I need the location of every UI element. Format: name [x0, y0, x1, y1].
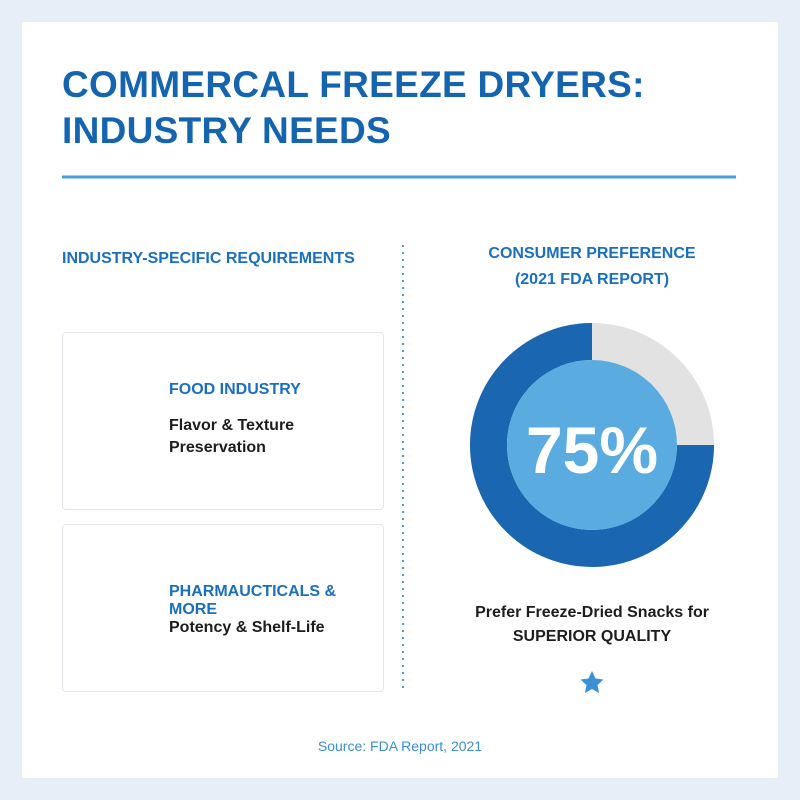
section-heading: INDUSTRY-SPECIFIC REQUIREMENTS [62, 250, 355, 267]
source: Source: FDA Report, 2021 [317, 738, 483, 754]
card-text: Flavor & Texture Preservation [169, 417, 295, 456]
annotation: Prefer Freeze-Dried Snacks for [475, 604, 709, 621]
chart-title: CONSUMER PREFERENCE [488, 245, 696, 262]
requirement-card: FOOD INDUSTRY Flavor & Texture Preservat… [62, 332, 384, 510]
title: COMMERCAL FREEZE DRYERS: INDUSTRY NEEDS [62, 64, 645, 151]
annotation: SUPERIOR QUALITY [512, 628, 672, 645]
donut-arc [470, 323, 714, 567]
card-title: FOOD INDUSTRY [169, 381, 301, 398]
requirement-card: PHARMAUCTICALS & MORE Potency & Shelf-Li… [62, 524, 384, 692]
card-title: PHARMAUCTICALS & MORE [169, 583, 337, 618]
star-icon [580, 671, 604, 693]
value-label: 75% [525, 413, 659, 487]
donut-center [507, 360, 677, 530]
card-text: Potency & Shelf-Life [169, 619, 325, 636]
chart-subtitle: (2021 FDA REPORT) [514, 271, 670, 288]
